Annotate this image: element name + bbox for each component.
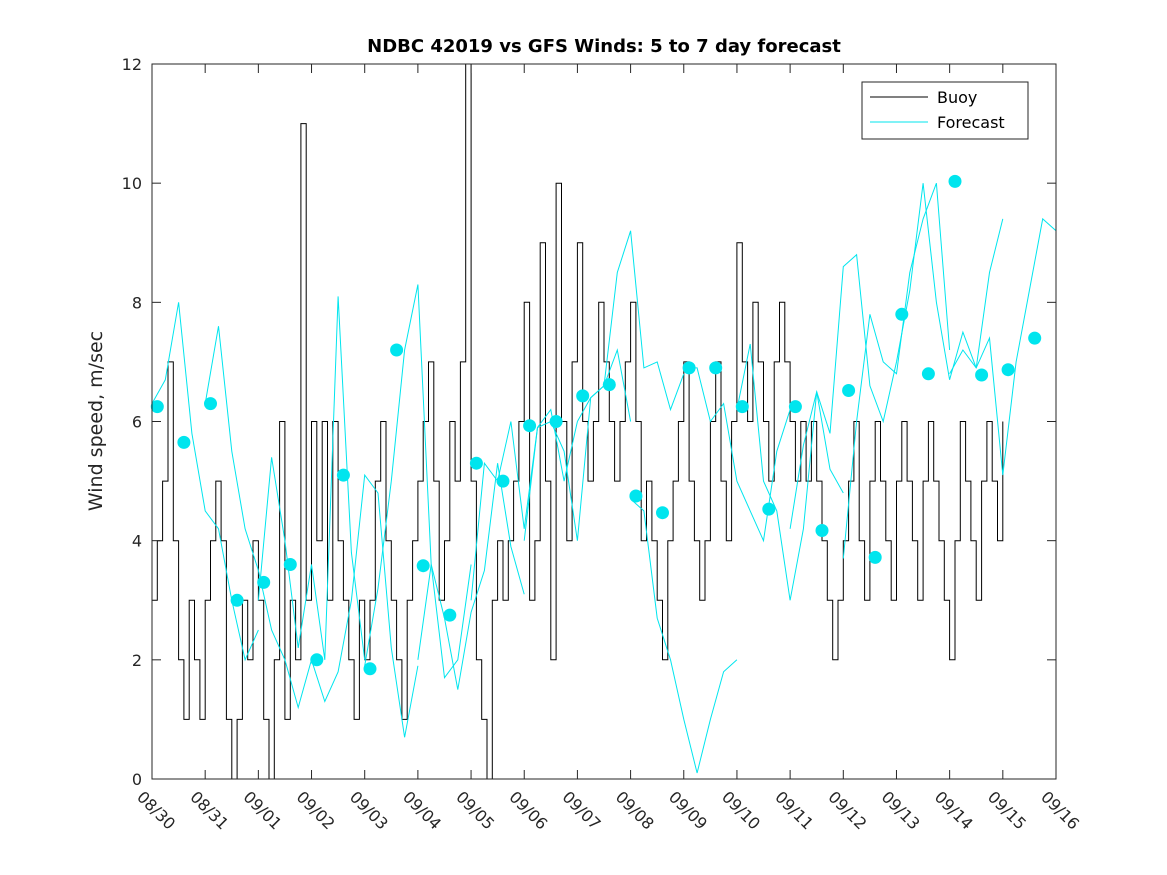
series-forecast-line-8 [523, 348, 632, 541]
forecast-marker-12 [443, 608, 457, 622]
y-tick-label-4: 4 [132, 532, 142, 551]
forecast-marker-1 [150, 400, 164, 414]
series-forecast-line-1 [151, 302, 259, 662]
forecast-marker-13 [469, 456, 483, 470]
forecast-marker-15 [523, 419, 537, 433]
forecast-marker-3 [204, 397, 217, 411]
series-forecast-line-14 [842, 183, 951, 559]
y-tick-label-10: 10 [122, 174, 142, 193]
legend-box [861, 81, 1029, 140]
forecast-marker-8 [336, 468, 350, 482]
forecast-marker-11 [416, 559, 430, 573]
forecast-marker-27 [842, 384, 856, 397]
forecast-marker-4 [230, 593, 244, 607]
series-forecast-line-13 [789, 253, 897, 529]
y-tick-label-2: 2 [132, 651, 142, 670]
y-tick-label-12: 12 [122, 55, 142, 74]
series-forecast-line-6 [417, 463, 525, 690]
series-forecast-line-7 [470, 408, 578, 601]
forecast-marker-24 [762, 502, 776, 516]
forecast-marker-33 [1001, 363, 1015, 377]
series-forecast-line-12 [736, 343, 844, 601]
y-tick-label-0: 0 [132, 770, 142, 789]
series-forecast-line-9 [576, 230, 685, 422]
forecast-marker-25 [788, 400, 802, 414]
forecast-marker-21 [682, 361, 696, 375]
forecast-marker-16 [549, 415, 563, 428]
forecast-marker-32 [975, 368, 989, 382]
forecast-marker-28 [868, 550, 882, 564]
series-forecast-line-2 [204, 326, 312, 710]
forecast-marker-30 [921, 367, 935, 381]
series-forecast-line-10 [630, 498, 738, 774]
forecast-marker-14 [496, 474, 510, 488]
forecast-marker-7 [310, 653, 324, 667]
chart-title: NDBC 42019 vs GFS Winds: 5 to 7 day fore… [367, 36, 841, 57]
series-forecast-line-11 [683, 367, 791, 543]
series-forecast-line-15 [896, 183, 1004, 380]
forecast-marker-17 [576, 389, 590, 403]
series-forecast-line-3 [257, 296, 366, 660]
legend-buoy-label: Buoy [937, 88, 977, 107]
forecast-marker-29 [895, 307, 909, 321]
forecast-marker-10 [390, 343, 404, 357]
forecast-marker-34 [1028, 331, 1042, 345]
forecast-marker-23 [735, 400, 749, 414]
series-buoy-line [152, 63, 1004, 780]
y-tick-label-8: 8 [132, 293, 142, 312]
legend: Buoy Forecast [861, 81, 1029, 140]
forecast-marker-20 [656, 506, 669, 520]
forecast-marker-31 [948, 174, 962, 188]
legend-forecast-label: Forecast [937, 113, 1005, 132]
forecast-marker-18 [602, 378, 616, 392]
forecast-marker-22 [709, 361, 723, 375]
y-axis-label: Wind speed, m/sec [85, 331, 107, 511]
forecast-marker-2 [177, 435, 191, 449]
forecast-marker-6 [283, 558, 297, 571]
forecast-marker-9 [363, 662, 377, 676]
forecast-marker-19 [629, 489, 643, 503]
series-forecast-line-4 [311, 473, 419, 738]
forecast-marker-26 [815, 524, 829, 537]
y-tick-label-6: 6 [132, 413, 142, 432]
series-forecast-line-16 [949, 217, 1057, 476]
forecast-marker-5 [257, 575, 271, 589]
